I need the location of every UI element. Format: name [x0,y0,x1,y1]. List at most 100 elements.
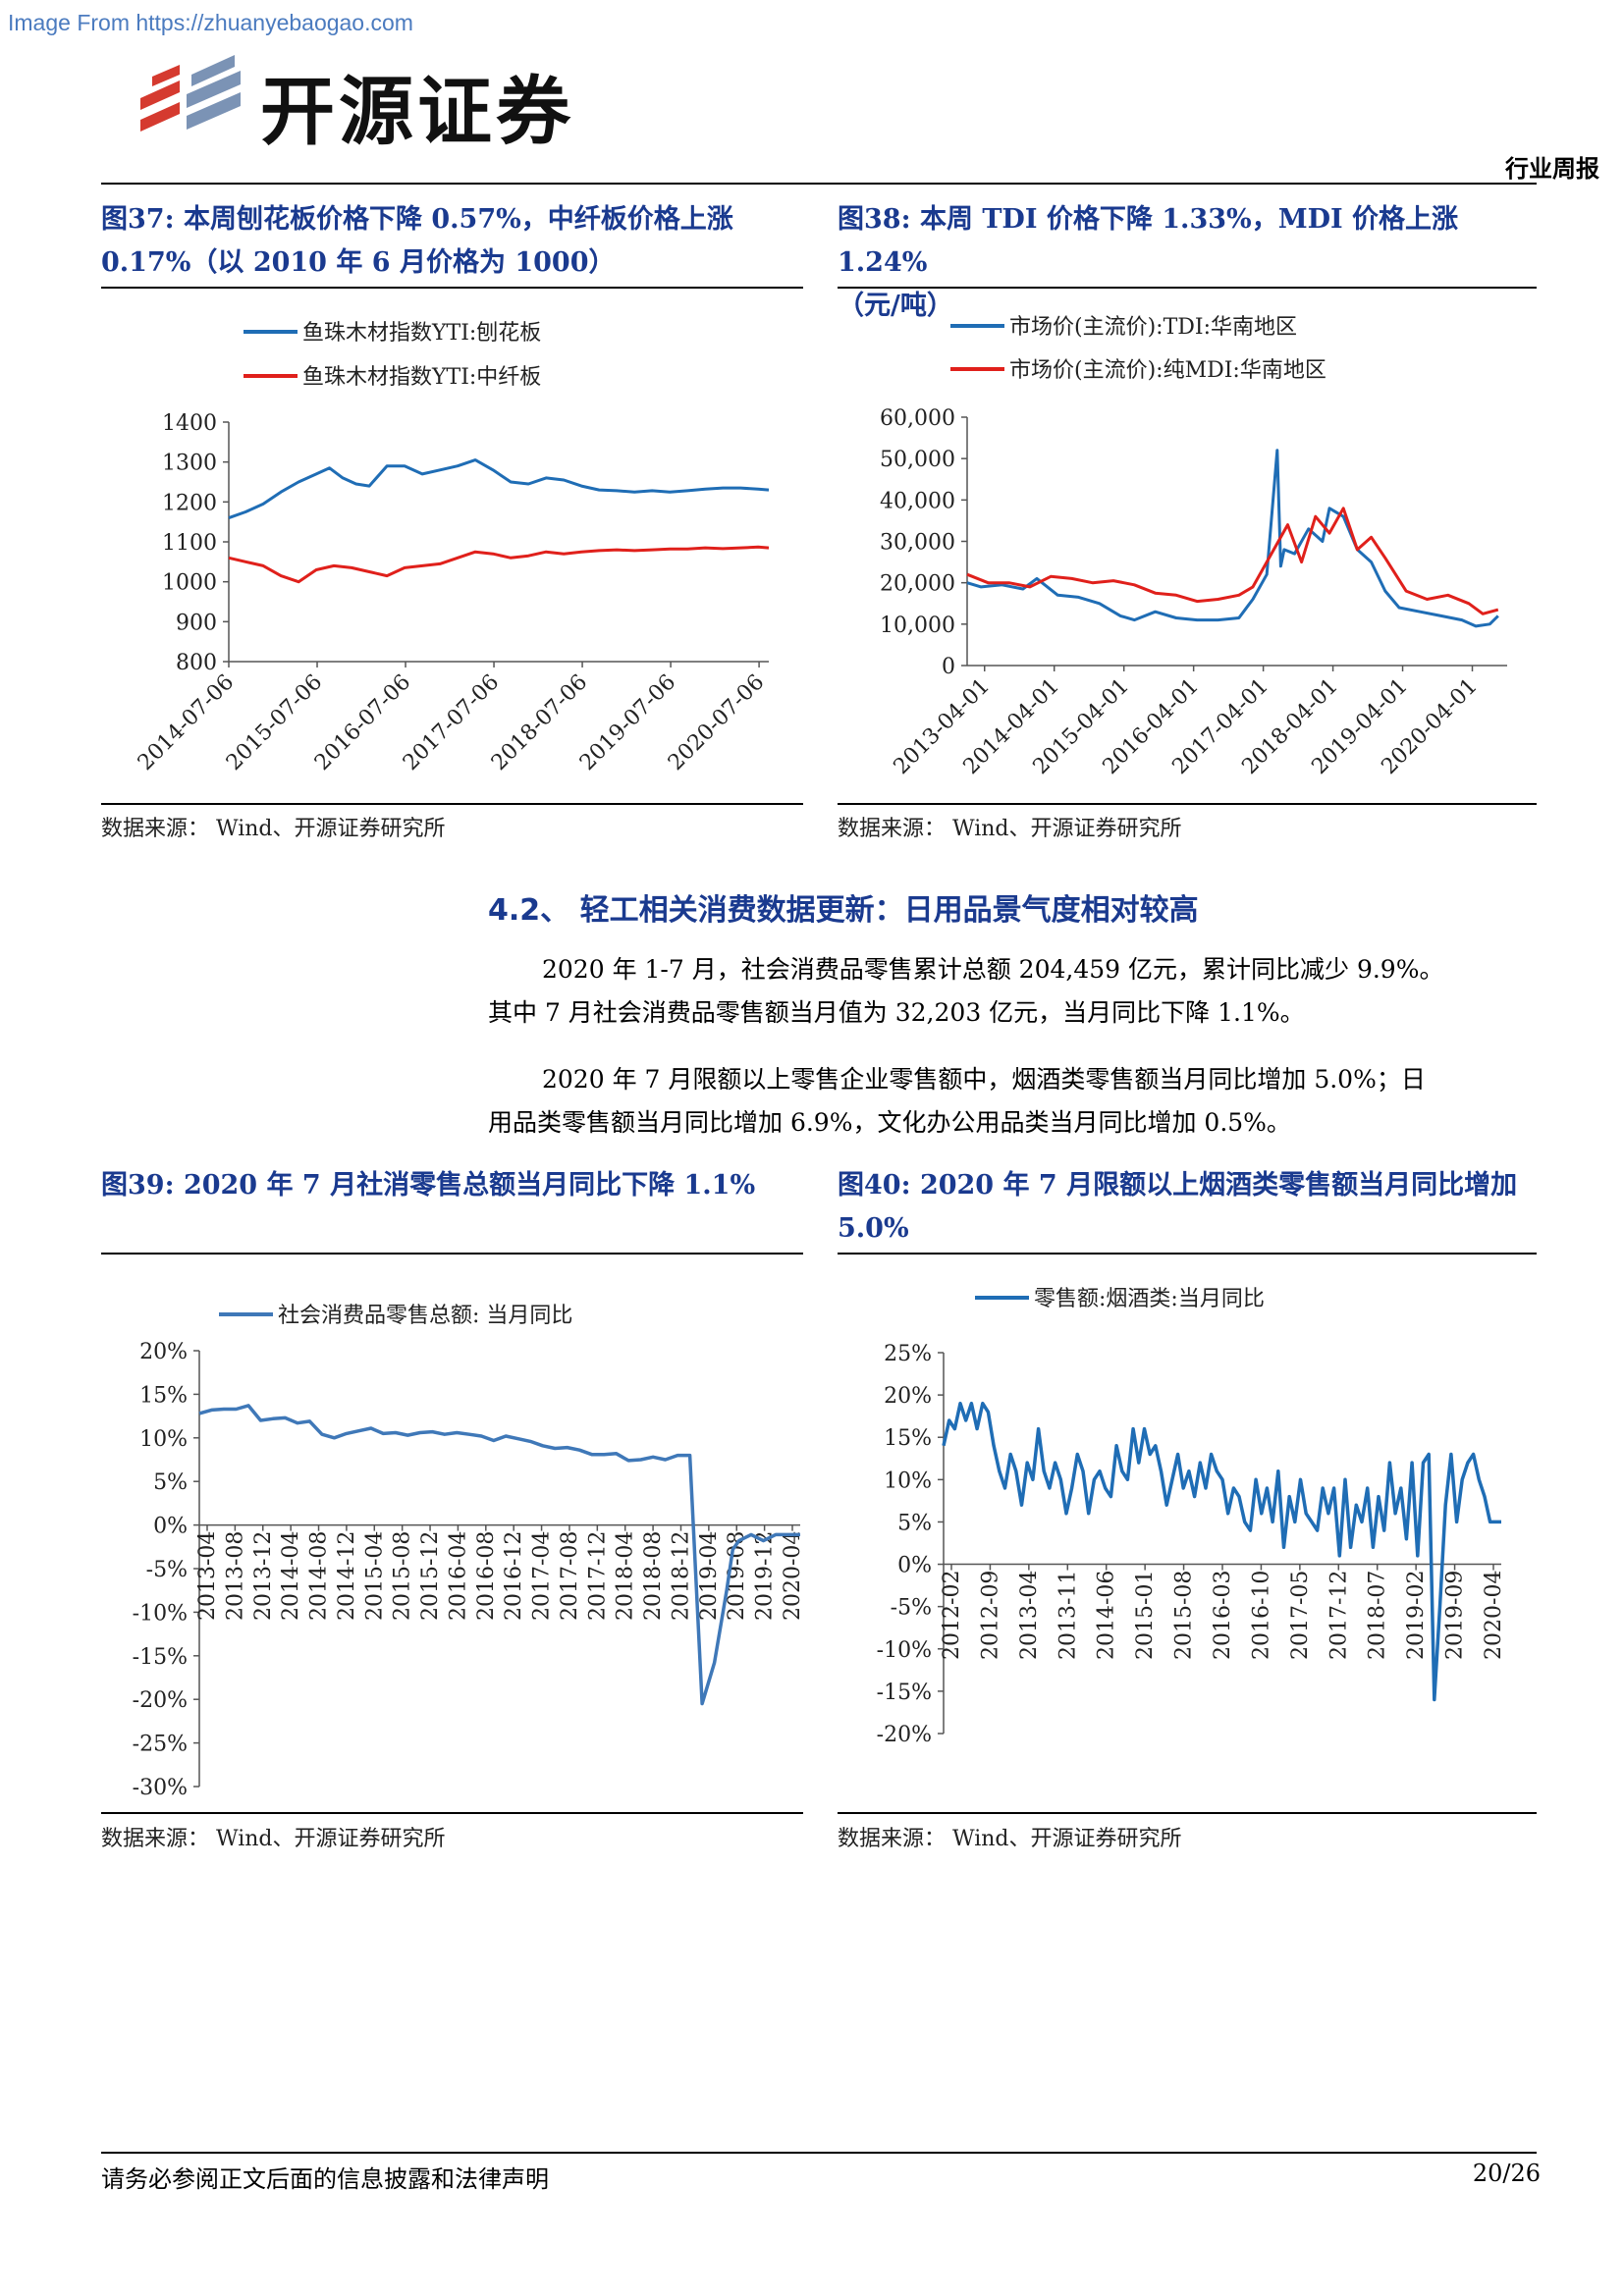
footer-disclaimer: 请务必参阅正文后面的信息披露和法律声明 [101,2165,549,2193]
figure-38-title-line2: （元/吨） [838,291,953,321]
x-tick-label: 2019-04 [697,1531,722,1621]
x-tick-label: 2018-08 [641,1531,666,1621]
y-tick-label: -15% [877,1681,932,1705]
x-tick-label: 2012-02 [940,1571,964,1660]
series-line [966,449,1499,628]
paragraph-1: 2020 年 1-7 月，社会消费品零售累计总额 204,459 亿元，累计同比… [488,948,1529,991]
x-tick-label: 2013-12 [251,1531,276,1621]
x-tick-label: 2014-08 [307,1531,332,1621]
x-tick-label: 2015-08 [1172,1571,1197,1660]
figure-39-title: 图39: 2020 年 7 月社消零售总额当月同比下降 1.1% [101,1164,806,1207]
brand-name: 开源证券 [260,68,574,155]
x-tick-label: 2015-01 [1133,1571,1158,1660]
figure-40-title-line1: 图40: 2020 年 7 月限额以上烟酒类零售额当月同比增加 [838,1170,1518,1201]
y-tick-label: 20,000 [880,572,955,597]
figure-40-source: 数据来源： Wind、开源证券研究所 [838,1827,1182,1851]
y-tick-label: 10,000 [880,614,955,638]
figure-40-title: 图40: 2020 年 7 月限额以上烟酒类零售额当月同比增加 5.0% [838,1164,1544,1251]
page-number: 20/26 [1472,2160,1541,2187]
y-tick-label: -5% [146,1558,188,1582]
x-tick-label: 2019-12 [753,1531,778,1621]
y-tick-label: -30% [133,1776,188,1800]
figure-40-top-rule [838,1253,1537,1255]
y-tick-label: 30,000 [880,531,955,556]
report-type: 行业周报 [1505,154,1599,183]
y-tick-label: 0% [153,1515,188,1539]
paragraph-1-cont: 其中 7 月社会消费品零售额当月值为 32,203 亿元，当月同比下降 1.1%… [488,991,1529,1035]
y-tick-label: 5% [897,1511,932,1535]
x-tick-label: 2017-12 [585,1531,610,1621]
x-tick-label: 2013-04 [195,1531,220,1621]
x-tick-label: 2017-08 [558,1531,582,1621]
figure-38-bottom-rule [838,803,1537,805]
x-tick-label: 2013-04 [1017,1571,1042,1660]
y-tick-label: 1200 [162,491,217,515]
chart-39: 社会消费品零售总额: 当月同比 20% 15% 10% 5% 0% -5% -10% -15% -… [133,1304,805,1800]
x-tick-label: 2013-11 [1056,1571,1080,1660]
y-tick-label: 10% [139,1427,188,1452]
y-tick-label: -5% [891,1596,932,1621]
x-tick-label: 2013-08 [223,1531,247,1621]
y-tick-label: 1100 [162,531,217,556]
y-tick-label: 15% [884,1426,932,1451]
y-tick-label: 1300 [162,452,217,476]
x-tick-label: 2014-06 [1095,1571,1119,1660]
figure-38-title-line1: 图38: 本周 TDI 价格下降 1.33%，MDI 价格上涨 1.24% [838,204,1459,278]
series-line [966,507,1499,615]
x-tick-label: 2017-04 [530,1531,555,1621]
figure-40-bottom-rule [838,1812,1537,1814]
x-tick-label: 2020-04 [781,1531,805,1621]
figure-37-top-rule [101,287,803,289]
chart-40: 零售额:烟酒类:当月同比 25% 20% 15% 10% 5% 0% -5% -10% -15% -… [877,1287,1506,1747]
header-rule [101,183,1537,185]
brand-logo [140,55,241,132]
y-tick-label: 800 [176,651,217,675]
figure-40-title-line2: 5.0% [838,1213,909,1244]
y-tick-label: 50,000 [880,448,955,472]
figure-39-top-rule [101,1253,803,1255]
figure-38-source: 数据来源： Wind、开源证券研究所 [838,817,1182,841]
figure-39-source: 数据来源： Wind、开源证券研究所 [101,1827,446,1851]
paragraph-2-cont: 用品类零售额当月同比增加 6.9%，文化办公用品类当月同比增加 0.5%。 [488,1101,1529,1145]
y-tick-label: 0% [897,1554,932,1578]
watermark: Image From https://zhuanyebaogao.com [8,10,413,35]
y-tick-label: -15% [133,1645,188,1670]
figure-37-title: 图37: 本周刨花板价格下降 0.57%，中纤板价格上涨 0.17%（以 201… [101,198,806,285]
x-tick-label: 2018-04 [614,1531,638,1621]
y-tick-label: -20% [877,1723,932,1747]
x-tick-label: 2016-04 [446,1531,470,1621]
x-tick-label: 2020-07-06 [664,670,769,775]
y-tick-label: -20% [133,1688,188,1713]
y-tick-label: 5% [153,1470,188,1495]
x-tick-label: 2012-09 [978,1571,1002,1660]
legend-label: 鱼珠木材指数YTI:中纤板 [302,365,541,390]
x-tick-label: 2020-04 [1482,1571,1506,1660]
paragraph-2: 2020 年 7 月限额以上零售企业零售额中，烟酒类零售额当月同比增加 5.0%… [488,1058,1529,1101]
figure-37-title-line2: 0.17%（以 2010 年 6 月价格为 1000） [101,247,616,278]
x-tick-label: 2015-08 [391,1531,415,1621]
figure-38-title: 图38: 本周 TDI 价格下降 1.33%，MDI 价格上涨 1.24% （元… [838,198,1544,328]
paragraph-1-line1: 2020 年 1-7 月，社会消费品零售累计总额 204,459 亿元，累计同比… [542,955,1444,984]
legend-label: 市场价(主流价):纯MDI:华南地区 [1009,358,1326,383]
legend-label: 零售额:烟酒类:当月同比 [1034,1287,1265,1311]
legend-label: 社会消费品零售总额: 当月同比 [278,1304,572,1328]
y-tick-label: -10% [877,1638,932,1663]
x-tick-label: 2015-04 [362,1531,387,1621]
y-tick-label: 20% [884,1384,932,1409]
x-tick-label: 2018-07 [1366,1571,1390,1660]
x-tick-label: 2016-03 [1211,1571,1235,1660]
y-tick-label: -10% [133,1601,188,1626]
y-tick-label: 25% [884,1342,932,1366]
footer-rule [101,2152,1537,2154]
y-tick-label: 60,000 [880,406,955,431]
y-tick-label: 40,000 [880,489,955,513]
brand-logo-icon [140,55,241,132]
x-tick-label: 2019-09 [1443,1571,1468,1660]
figure-37-bottom-rule [101,803,803,805]
x-tick-label: 2016-12 [502,1531,526,1621]
x-tick-label: 2016-08 [474,1531,499,1621]
figure-37-title-line1: 图37: 本周刨花板价格下降 0.57%，中纤板价格上涨 [101,204,733,235]
y-tick-label: 0 [942,655,955,679]
